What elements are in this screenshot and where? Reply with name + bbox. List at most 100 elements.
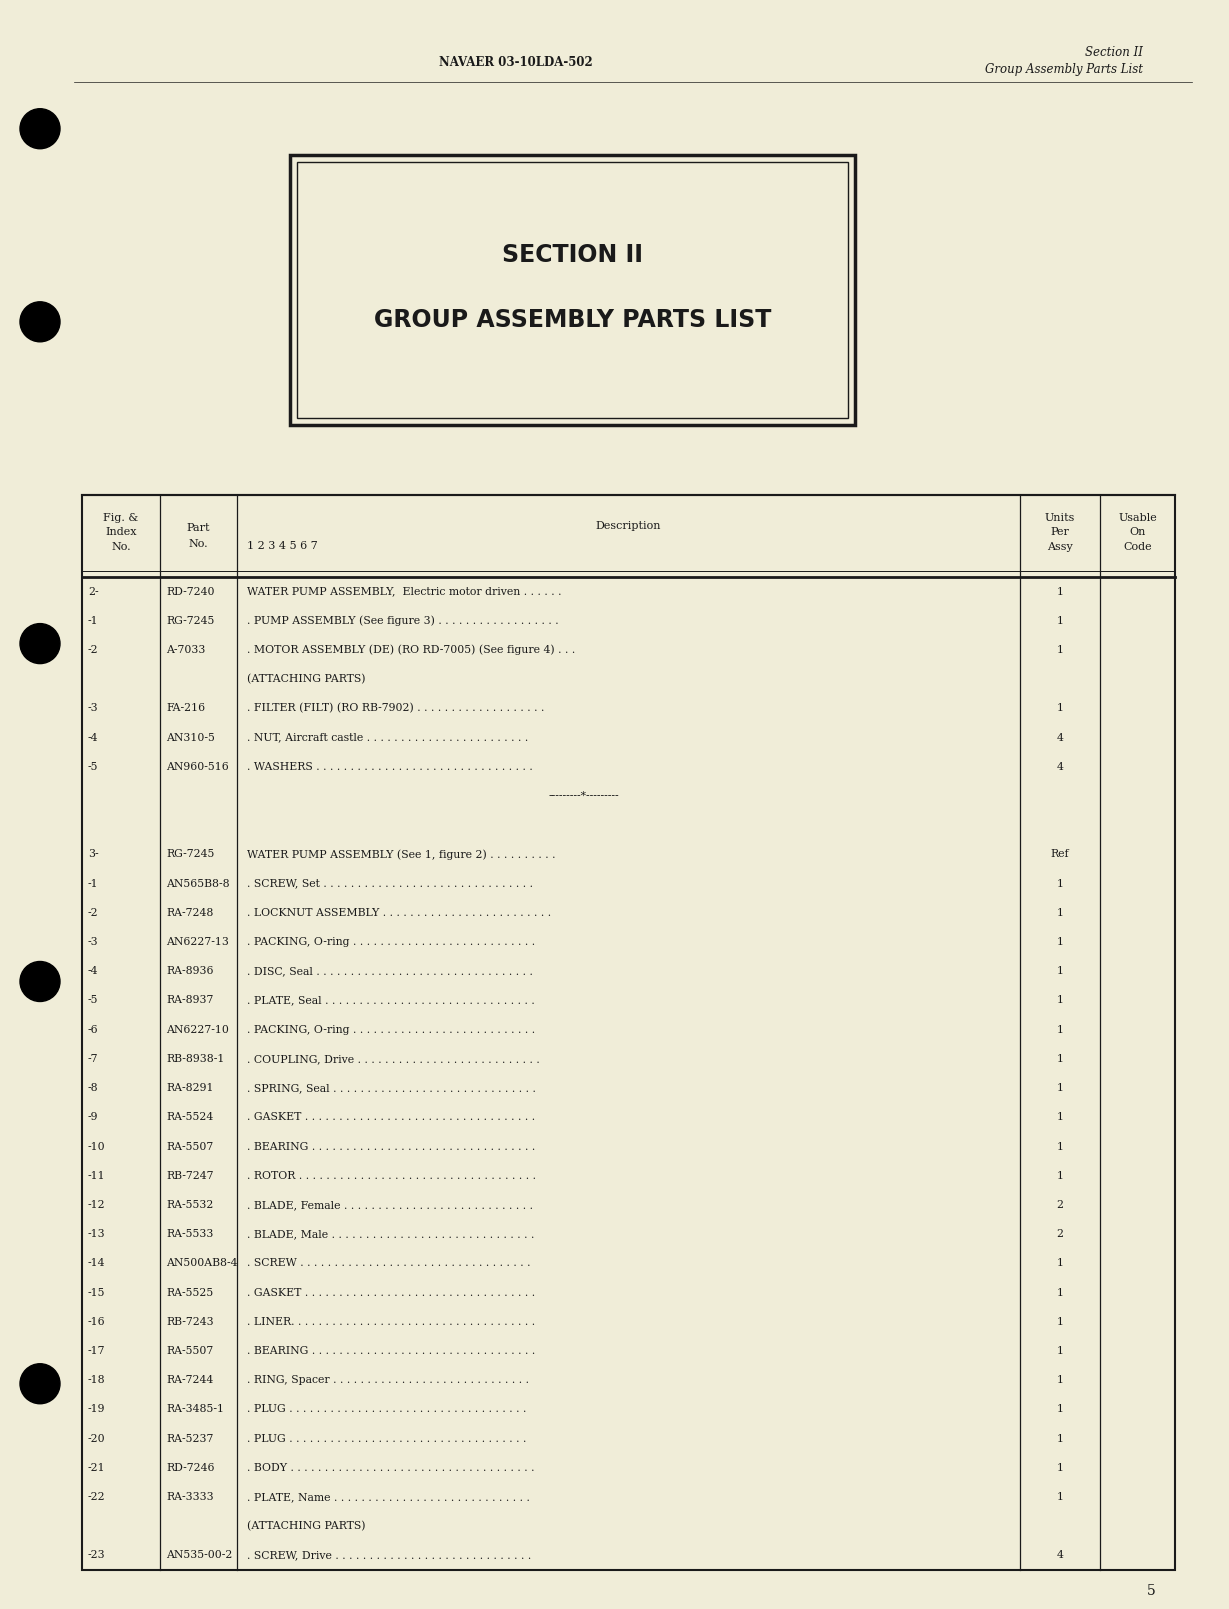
Text: . GASKET . . . . . . . . . . . . . . . . . . . . . . . . . . . . . . . . . .: . GASKET . . . . . . . . . . . . . . . .…	[247, 1112, 535, 1123]
Text: RA-5533: RA-5533	[166, 1229, 214, 1239]
Text: -7: -7	[88, 1054, 98, 1064]
Text: Units: Units	[1045, 513, 1075, 523]
Text: 1: 1	[1057, 936, 1063, 948]
Text: 1: 1	[1057, 1083, 1063, 1093]
Text: . PACKING, O-ring . . . . . . . . . . . . . . . . . . . . . . . . . . .: . PACKING, O-ring . . . . . . . . . . . …	[247, 936, 535, 948]
Text: -21: -21	[88, 1463, 106, 1472]
Text: RA-7248: RA-7248	[166, 907, 214, 917]
Text: 1: 1	[1057, 1025, 1063, 1035]
Text: 1: 1	[1057, 1405, 1063, 1414]
Text: 1: 1	[1057, 1258, 1063, 1268]
Text: 1: 1	[1057, 879, 1063, 888]
Text: RD-7246: RD-7246	[166, 1463, 215, 1472]
Text: Fig. &: Fig. &	[103, 513, 139, 523]
Bar	[290, 154, 855, 425]
Text: 4: 4	[1057, 732, 1063, 743]
Text: 2: 2	[1057, 1200, 1063, 1210]
Text: . SCREW, Drive . . . . . . . . . . . . . . . . . . . . . . . . . . . . .: . SCREW, Drive . . . . . . . . . . . . .…	[247, 1551, 531, 1561]
Text: . ROTOR . . . . . . . . . . . . . . . . . . . . . . . . . . . . . . . . . . .: . ROTOR . . . . . . . . . . . . . . . . …	[247, 1171, 536, 1181]
Text: Part: Part	[187, 523, 210, 533]
Text: . BEARING . . . . . . . . . . . . . . . . . . . . . . . . . . . . . . . . .: . BEARING . . . . . . . . . . . . . . . …	[247, 1347, 536, 1356]
Text: . SPRING, Seal . . . . . . . . . . . . . . . . . . . . . . . . . . . . . .: . SPRING, Seal . . . . . . . . . . . . .…	[247, 1083, 536, 1093]
Circle shape	[20, 302, 60, 341]
Text: ---------*---------: ---------*---------	[548, 792, 619, 801]
Text: RA-7244: RA-7244	[166, 1376, 214, 1385]
Text: No.: No.	[189, 539, 208, 549]
Text: -2: -2	[88, 907, 98, 917]
Text: . BLADE, Female . . . . . . . . . . . . . . . . . . . . . . . . . . . .: . BLADE, Female . . . . . . . . . . . . …	[247, 1200, 533, 1210]
Text: AN310-5: AN310-5	[166, 732, 215, 743]
Text: -1: -1	[88, 879, 98, 888]
Text: RA-8291: RA-8291	[166, 1083, 214, 1093]
Text: RA-8936: RA-8936	[166, 967, 214, 977]
Text: Index: Index	[106, 528, 136, 537]
Text: . PACKING, O-ring . . . . . . . . . . . . . . . . . . . . . . . . . . .: . PACKING, O-ring . . . . . . . . . . . …	[247, 1025, 535, 1035]
Text: 1: 1	[1057, 1463, 1063, 1472]
Text: -19: -19	[88, 1405, 106, 1414]
Text: -4: -4	[88, 967, 98, 977]
Text: A-7033: A-7033	[166, 645, 205, 655]
Text: WATER PUMP ASSEMBLY (See 1, figure 2) . . . . . . . . . .: WATER PUMP ASSEMBLY (See 1, figure 2) . …	[247, 850, 556, 859]
Text: 1: 1	[1057, 1376, 1063, 1385]
Text: Assy: Assy	[1047, 542, 1073, 552]
Text: -20: -20	[88, 1434, 106, 1443]
Text: 3-: 3-	[88, 850, 98, 859]
Text: . PLUG . . . . . . . . . . . . . . . . . . . . . . . . . . . . . . . . . . .: . PLUG . . . . . . . . . . . . . . . . .…	[247, 1405, 526, 1414]
Text: -3: -3	[88, 703, 98, 713]
Text: 1: 1	[1057, 616, 1063, 626]
Text: 1: 1	[1057, 1171, 1063, 1181]
Text: -5: -5	[88, 761, 98, 772]
Circle shape	[20, 1364, 60, 1403]
Bar	[82, 496, 1175, 1570]
Text: 1: 1	[1057, 907, 1063, 917]
Text: -8: -8	[88, 1083, 98, 1093]
Text: 1: 1	[1057, 645, 1063, 655]
Text: . BLADE, Male . . . . . . . . . . . . . . . . . . . . . . . . . . . . . .: . BLADE, Male . . . . . . . . . . . . . …	[247, 1229, 535, 1239]
Text: RD-7240: RD-7240	[166, 587, 215, 597]
Text: -17: -17	[88, 1347, 106, 1356]
Text: -14: -14	[88, 1258, 106, 1268]
Text: (ATTACHING PARTS): (ATTACHING PARTS)	[247, 1521, 365, 1532]
Text: -6: -6	[88, 1025, 98, 1035]
Text: -22: -22	[88, 1492, 106, 1501]
Text: AN535-00-2: AN535-00-2	[166, 1551, 232, 1561]
Text: 2-: 2-	[88, 587, 98, 597]
Text: -2: -2	[88, 645, 98, 655]
Text: RA-3485-1: RA-3485-1	[166, 1405, 224, 1414]
Text: Group Assembly Parts List: Group Assembly Parts List	[984, 63, 1143, 76]
Text: . PLATE, Name . . . . . . . . . . . . . . . . . . . . . . . . . . . . .: . PLATE, Name . . . . . . . . . . . . . …	[247, 1492, 530, 1501]
Text: Per: Per	[1051, 528, 1069, 537]
Text: -13: -13	[88, 1229, 106, 1239]
Text: AN6227-10: AN6227-10	[166, 1025, 229, 1035]
Text: -12: -12	[88, 1200, 106, 1210]
Text: RA-8937: RA-8937	[166, 996, 214, 1006]
Text: . LINER. . . . . . . . . . . . . . . . . . . . . . . . . . . . . . . . . . . .: . LINER. . . . . . . . . . . . . . . . .…	[247, 1316, 535, 1327]
Text: . WASHERS . . . . . . . . . . . . . . . . . . . . . . . . . . . . . . . .: . WASHERS . . . . . . . . . . . . . . . …	[247, 761, 532, 772]
Circle shape	[20, 962, 60, 1001]
Text: 1: 1	[1057, 703, 1063, 713]
Text: 1: 1	[1057, 967, 1063, 977]
Text: Usable: Usable	[1118, 513, 1156, 523]
Text: RB-7243: RB-7243	[166, 1316, 214, 1327]
Text: 1: 1	[1057, 1316, 1063, 1327]
Text: 1: 1	[1057, 1492, 1063, 1501]
Text: -5: -5	[88, 996, 98, 1006]
Text: 1: 1	[1057, 1287, 1063, 1297]
Text: 1: 1	[1057, 1054, 1063, 1064]
Text: Ref: Ref	[1051, 850, 1069, 859]
Circle shape	[20, 109, 60, 148]
Text: -4: -4	[88, 732, 98, 743]
Text: 1: 1	[1057, 1434, 1063, 1443]
Text: 1 2 3 4 5 6 7: 1 2 3 4 5 6 7	[247, 541, 318, 550]
Text: RA-5237: RA-5237	[166, 1434, 214, 1443]
Text: 2: 2	[1057, 1229, 1063, 1239]
Text: . LOCKNUT ASSEMBLY . . . . . . . . . . . . . . . . . . . . . . . . .: . LOCKNUT ASSEMBLY . . . . . . . . . . .…	[247, 907, 551, 917]
Text: RA-5525: RA-5525	[166, 1287, 214, 1297]
Text: RA-5507: RA-5507	[166, 1141, 214, 1152]
Text: RA-5507: RA-5507	[166, 1347, 214, 1356]
Text: -3: -3	[88, 936, 98, 948]
Text: No.: No.	[111, 542, 130, 552]
Text: . GASKET . . . . . . . . . . . . . . . . . . . . . . . . . . . . . . . . . .: . GASKET . . . . . . . . . . . . . . . .…	[247, 1287, 535, 1297]
Text: Section II: Section II	[1085, 45, 1143, 58]
Text: RA-5532: RA-5532	[166, 1200, 214, 1210]
